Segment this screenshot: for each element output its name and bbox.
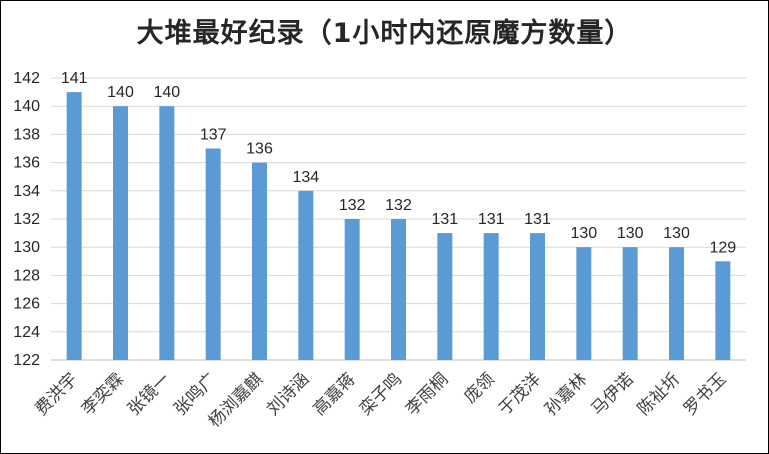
y-tick-label: 122 — [13, 352, 40, 369]
bar — [437, 233, 453, 360]
data-label: 134 — [292, 169, 319, 186]
y-tick-label: 128 — [13, 267, 40, 284]
y-tick-label: 124 — [13, 324, 40, 341]
y-tick-label: 126 — [13, 296, 40, 313]
category-label: 高嘉蒋 — [309, 369, 359, 419]
y-tick-label: 136 — [13, 155, 40, 172]
category-label: 孙嘉林 — [541, 369, 591, 419]
data-label: 129 — [709, 239, 736, 256]
bar — [622, 247, 638, 360]
category-label: 张镜一 — [124, 369, 174, 419]
bar — [66, 92, 82, 360]
category-label: 费洪宇 — [31, 369, 81, 419]
category-label: 刘诗涵 — [263, 369, 313, 419]
category-label: 马伊诺 — [587, 369, 637, 419]
bar — [298, 190, 314, 360]
category-label: 庞领 — [461, 369, 499, 407]
data-label: 137 — [200, 127, 227, 144]
y-tick-label: 130 — [13, 239, 40, 256]
data-label: 131 — [431, 211, 458, 228]
bar — [113, 106, 128, 360]
y-tick-label: 140 — [13, 98, 40, 115]
bar — [530, 233, 545, 360]
category-label: 李奕霖 — [78, 369, 128, 419]
bar — [159, 106, 175, 360]
category-label: 罗书玉 — [680, 369, 730, 419]
bar — [344, 219, 360, 360]
data-label: 130 — [570, 225, 597, 242]
data-label: 132 — [385, 197, 412, 214]
bar — [483, 233, 499, 360]
bar — [205, 148, 221, 360]
data-label: 141 — [61, 70, 88, 87]
bar — [715, 261, 731, 360]
data-label: 132 — [339, 197, 366, 214]
category-label: 李雨桐 — [402, 369, 452, 419]
bar — [391, 219, 406, 360]
data-label: 140 — [153, 84, 180, 101]
category-label: 于茂洋 — [495, 369, 545, 419]
y-tick-label: 142 — [13, 70, 40, 87]
bar — [669, 247, 684, 360]
data-label: 140 — [107, 84, 134, 101]
chart-title: 大堆最好纪录（1小时内还原魔方数量） — [136, 18, 633, 49]
data-label: 131 — [524, 211, 551, 228]
data-label: 130 — [617, 225, 644, 242]
category-label: 陈祉圻 — [634, 369, 684, 419]
category-label: 栾子鸣 — [356, 369, 406, 419]
y-tick-label: 138 — [13, 126, 40, 143]
data-label: 130 — [663, 225, 690, 242]
data-label: 131 — [478, 211, 505, 228]
bar — [576, 247, 592, 360]
data-label: 136 — [246, 141, 273, 158]
y-tick-label: 132 — [13, 211, 40, 228]
y-tick-label: 134 — [13, 183, 40, 200]
bar — [252, 162, 267, 360]
